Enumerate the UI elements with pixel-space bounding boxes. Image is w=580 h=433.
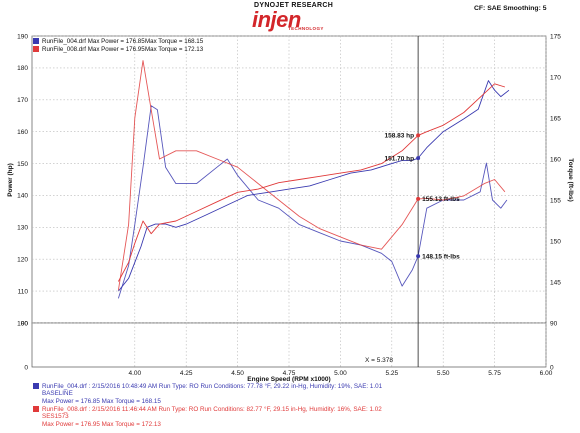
x-tick-label: 4.25 (180, 370, 193, 377)
y-tick-label-right: 150 (550, 238, 561, 245)
y-tick-label-right: 165 (550, 115, 561, 122)
brand-logo: injen TECHNOLOGY (252, 9, 326, 33)
y-tick-label-left: 140 (17, 193, 28, 200)
legend-item-runfile-008: RunFile_008.drf Max Power = 176.95 Max To… (33, 45, 203, 54)
cursor-marker-label: 158.83 hp (384, 133, 414, 140)
y-tick-label-left: 160 (17, 129, 28, 136)
legend-torque-text: Max Torque = 168.15 (145, 38, 204, 45)
dyno-settings: CF: SAE Smoothing: 5 (474, 5, 547, 12)
y-tick-label-left: 170 (17, 97, 28, 104)
run-swatch (33, 406, 39, 412)
brand-logo-sub: TECHNOLOGY (288, 26, 324, 31)
legend-swatch (33, 45, 39, 52)
cursor-marker-point (416, 196, 421, 201)
y-tick-label-left: 120 (17, 257, 28, 264)
run-info-max: Max Power = 176.85 Max Torque = 168.15 (42, 397, 161, 405)
lower-tick-label-right: 0 (550, 364, 554, 371)
x-tick-label: 5.00 (334, 370, 347, 377)
legend-swatch (33, 38, 39, 44)
y-tick-label-right: 160 (550, 156, 561, 163)
header: DYNOJET RESEARCH injen TECHNOLOGY CF: SA… (0, 0, 580, 36)
x-tick-label: 4.75 (283, 370, 296, 377)
run-info-line: RunFile_004.drf : 2/15/2016 10:48:49 AM … (42, 383, 383, 390)
x-tick-label: 4.50 (231, 370, 244, 377)
cursor-marker-label: 155.13 ft-lbs (422, 196, 460, 203)
y-tick-label-left: 150 (17, 161, 28, 168)
cursor-markers: 158.83 hp 151.70 hp 155.13 ft-lbs 148.15 ft… (384, 36, 460, 367)
series-lines (117, 60, 510, 299)
y-tick-label-right: 175 (550, 33, 561, 40)
cursor-marker-point (416, 156, 421, 161)
run-info-max: Max Power = 176.95 Max Torque = 172.13 (42, 420, 161, 428)
y-tick-label-right: 145 (550, 279, 561, 286)
y-tick-label-left: 100 (17, 320, 28, 327)
y-axis-label-left: Power (hp) (7, 163, 14, 197)
cursor-marker-label: 148.15 ft-lbs (422, 253, 460, 260)
x-tick-label: 5.25 (385, 370, 398, 377)
cursor-marker-point (416, 133, 421, 138)
run-info-008: RunFile_008.drf : 2/15/2016 11:46:44 AM … (33, 406, 382, 428)
run-info-line: RunFile_008.drf : 2/15/2016 11:46:44 AM … (42, 406, 382, 413)
legend-torque-text: Max Torque = 172.13 (145, 45, 204, 53)
cursor-marker-point (416, 254, 421, 259)
run-info-name: BASELINE (42, 390, 73, 398)
torque-line-series-1 (117, 105, 508, 299)
x-tick-label: 6.00 (540, 370, 553, 377)
y-tick-label-left: 180 (17, 65, 28, 72)
x-tick-label: 5.50 (437, 370, 450, 377)
lower-tick-label-left: 90 (21, 320, 29, 327)
y-tick-label-right: 170 (550, 74, 561, 81)
y-tick-label-left: 190 (17, 33, 28, 40)
x-tick-label: 4.00 (128, 370, 141, 377)
cursor-label: X = 5.378 (365, 357, 393, 364)
torque-line-series-2 (117, 60, 506, 291)
legend-power-text: RunFile_008.drf Max Power = 176.95 (42, 45, 145, 53)
run-info-004: RunFile_004.drf : 2/15/2016 10:48:49 AM … (33, 383, 383, 405)
y-tick-label-left: 130 (17, 225, 28, 232)
run-info-name: SES1573 (42, 413, 69, 421)
power-line-series-1 (118, 80, 510, 292)
y-tick-label-left: 110 (18, 288, 29, 295)
cursor-marker-label: 151.70 hp (384, 155, 414, 162)
header-top-label: DYNOJET RESEARCH (254, 2, 334, 9)
legend-power-text: RunFile_004.drf Max Power = 176.85 (42, 38, 145, 45)
axis-ticks: 4.00 4.25 4.50 4.75 5.00 5.25 5.50 5.75 6.00 100 1… (17, 33, 561, 377)
power-line-series-2 (118, 83, 506, 282)
legend-item-runfile-004: RunFile_004.drf Max Power = 176.85 Max To… (33, 38, 203, 46)
y-axis-label-right: Torque (ft-lbs) (567, 158, 574, 202)
brand-logo-text: injen (252, 7, 301, 32)
x-axis-label: Engine Speed (RPM x1000) (247, 376, 330, 383)
x-tick-label: 5.75 (488, 370, 501, 377)
y-tick-label-right: 155 (550, 197, 561, 204)
run-swatch (33, 383, 39, 389)
lower-tick-label-left: 0 (24, 364, 28, 371)
lower-tick-label-right: 90 (550, 320, 558, 327)
